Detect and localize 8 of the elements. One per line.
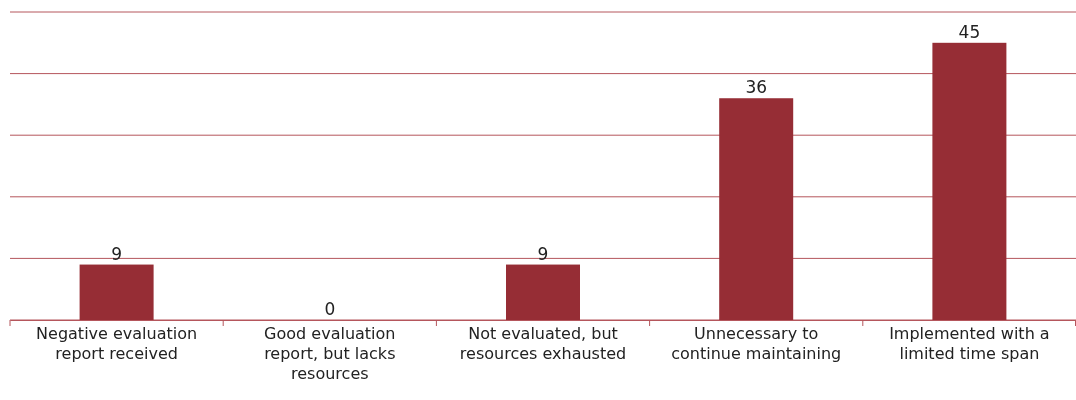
- x-tick-label: Implemented with a limited time span: [889, 324, 1050, 364]
- x-tick-label: Negative evaluation report received: [36, 324, 198, 364]
- x-tick-label: Not evaluated, but resources exhausted: [459, 324, 627, 364]
- data-label: 36: [745, 77, 768, 98]
- data-label: 0: [324, 299, 336, 319]
- x-tick-label: Good evaluation report, but lacks resources: [264, 324, 396, 384]
- data-label: 45: [958, 21, 981, 42]
- x-tick-label: Unnecessary to continue maintaining: [671, 324, 842, 364]
